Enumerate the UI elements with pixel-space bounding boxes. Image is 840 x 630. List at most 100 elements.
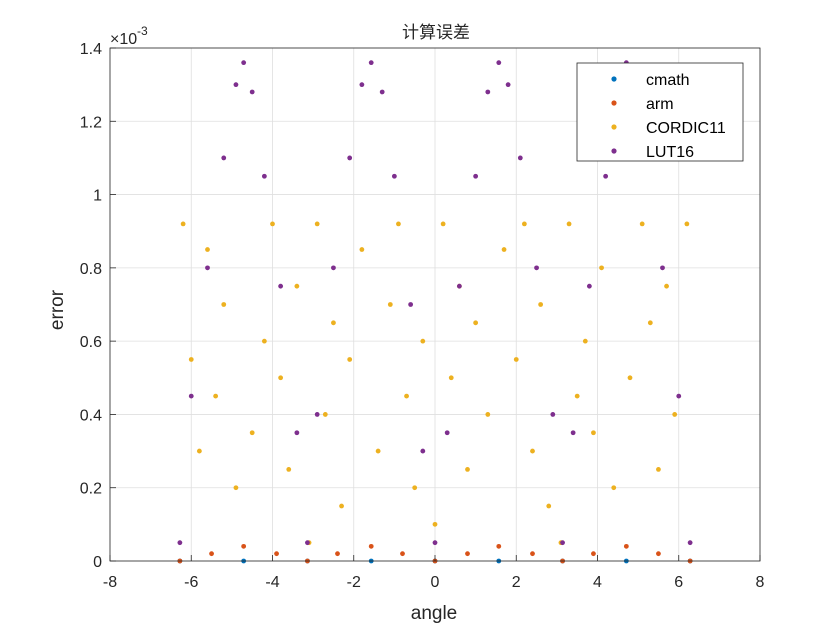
data-point-cordic11 xyxy=(213,393,219,399)
data-point-arm xyxy=(623,543,629,549)
data-point-cordic11 xyxy=(347,357,353,362)
data-point-lut16 xyxy=(496,60,502,66)
data-point-cordic11 xyxy=(180,221,186,227)
legend-marker-lut16 xyxy=(611,148,617,154)
data-point-lut16 xyxy=(205,265,210,271)
data-point-cordic11 xyxy=(196,448,202,454)
data-point-lut16 xyxy=(278,283,284,289)
y-tick-label: 1.4 xyxy=(80,41,102,58)
data-point-lut16 xyxy=(314,412,320,417)
data-point-cordic11 xyxy=(574,393,580,399)
data-point-lut16 xyxy=(359,82,365,88)
chart-title: 计算误差 xyxy=(402,23,470,43)
data-point-lut16 xyxy=(550,412,556,417)
data-point-lut16 xyxy=(603,173,609,179)
data-point-arm xyxy=(400,551,405,557)
data-point-cordic11 xyxy=(448,375,454,381)
data-point-lut16 xyxy=(586,283,592,289)
data-point-cordic11 xyxy=(440,221,446,227)
legend-entries: cmath arm CORDIC11 LUT16 xyxy=(611,72,726,161)
data-point-cordic11 xyxy=(684,221,690,227)
data-point-cordic11 xyxy=(233,485,239,491)
data-point-lut16 xyxy=(391,173,397,179)
data-point-lut16 xyxy=(294,430,300,436)
data-point-lut16 xyxy=(408,302,414,307)
data-point-cordic11 xyxy=(278,375,284,381)
data-point-lut16 xyxy=(570,430,576,436)
legend-marker-arm xyxy=(611,100,617,106)
data-point-lut16 xyxy=(687,540,693,546)
data-point-lut16 xyxy=(517,155,523,161)
data-point-arm xyxy=(274,551,279,557)
data-point-cordic11 xyxy=(294,283,300,289)
data-point-arm xyxy=(656,551,661,557)
x-tick-label: 8 xyxy=(756,574,765,591)
data-point-lut16 xyxy=(676,393,682,399)
data-point-cordic11 xyxy=(591,430,596,436)
data-point-lut16 xyxy=(444,430,450,436)
data-point-cordic11 xyxy=(387,302,393,307)
legend-label-lut16: LUT16 xyxy=(646,144,694,161)
data-point-cordic11 xyxy=(546,503,552,509)
y-tick-label: 0.8 xyxy=(80,261,102,278)
data-point-arm xyxy=(591,551,596,557)
data-point-lut16 xyxy=(241,60,247,66)
data-point-cordic11 xyxy=(249,430,255,436)
x-tick-label: -4 xyxy=(265,574,279,591)
legend[interactable]: cmath arm CORDIC11 LUT16 xyxy=(576,62,744,162)
data-point-cordic11 xyxy=(375,448,381,454)
data-point-cordic11 xyxy=(566,221,572,227)
data-point-cordic11 xyxy=(205,247,210,252)
y-exponent-base: ×10 xyxy=(110,31,137,48)
data-point-cordic11 xyxy=(188,357,194,362)
data-point-cordic11 xyxy=(656,466,661,472)
data-point-lut16 xyxy=(261,173,267,179)
data-point-arm xyxy=(241,543,247,549)
data-point-lut16 xyxy=(485,89,491,95)
data-point-lut16 xyxy=(379,89,385,95)
data-point-cordic11 xyxy=(530,448,535,454)
data-point-cordic11 xyxy=(647,320,653,326)
data-point-lut16 xyxy=(221,155,227,161)
y-tick-label: 0 xyxy=(93,554,102,571)
data-point-arm xyxy=(496,543,502,549)
data-point-cordic11 xyxy=(664,283,669,289)
data-point-cordic11 xyxy=(420,338,426,344)
data-point-arm xyxy=(530,551,535,557)
y-tick-label: 0.6 xyxy=(80,334,102,351)
x-tick-label: 6 xyxy=(674,574,683,591)
data-point-cordic11 xyxy=(627,375,633,381)
y-exponent: ×10 -3 xyxy=(110,24,148,48)
x-axis-label: angle xyxy=(411,603,458,624)
data-point-lut16 xyxy=(420,448,426,454)
data-point-cordic11 xyxy=(521,221,527,227)
data-point-lut16 xyxy=(456,283,462,289)
legend-label-cordic11: CORDIC11 xyxy=(646,120,726,137)
x-tick-label: 2 xyxy=(512,574,521,591)
data-point-lut16 xyxy=(233,82,239,88)
data-point-lut16 xyxy=(177,540,183,546)
data-point-cordic11 xyxy=(270,221,275,227)
data-point-cordic11 xyxy=(396,221,401,227)
data-point-cordic11 xyxy=(412,485,418,491)
x-tick-label: 0 xyxy=(431,574,440,591)
data-point-cordic11 xyxy=(639,221,645,227)
data-point-cordic11 xyxy=(582,338,588,344)
axis-ticks xyxy=(109,47,761,562)
legend-label-cmath: cmath xyxy=(646,72,690,89)
y-tick-label: 0.2 xyxy=(80,481,102,498)
data-point-lut16 xyxy=(305,540,310,546)
data-point-cordic11 xyxy=(473,320,479,326)
data-point-lut16 xyxy=(560,540,565,546)
x-tick-label: -2 xyxy=(347,574,361,591)
data-point-cordic11 xyxy=(221,302,227,307)
data-point-cordic11 xyxy=(611,485,617,491)
x-tick-label: -8 xyxy=(103,574,117,591)
data-point-lut16 xyxy=(331,265,336,271)
data-point-cordic11 xyxy=(465,466,470,472)
data-point-cordic11 xyxy=(538,302,544,307)
legend-marker-cordic11 xyxy=(611,124,617,130)
data-point-arm xyxy=(368,543,374,549)
y-tick-label: 0.4 xyxy=(80,407,102,424)
